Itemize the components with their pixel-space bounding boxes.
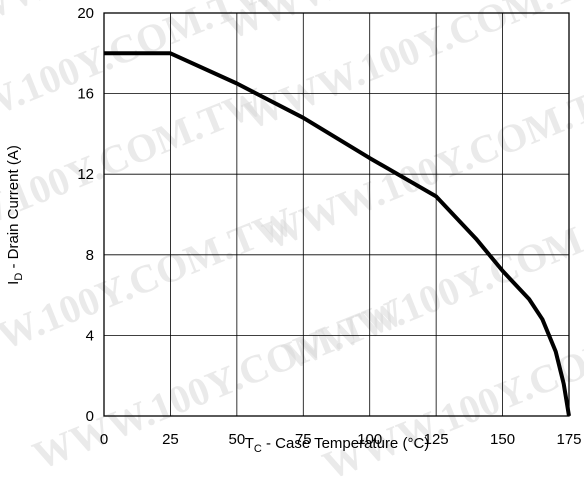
x-tick-label: 100 [357, 431, 382, 448]
y-tick-label: 12 [77, 166, 94, 183]
y-tick-labels: 0 4 8 12 16 20 [77, 5, 94, 425]
y-tick-label: 0 [86, 408, 94, 425]
plot-frame [103, 12, 570, 417]
x-tick-label: 125 [424, 431, 449, 448]
x-tick-label: 0 [100, 431, 108, 448]
series-line [104, 51, 571, 417]
x-axis-label: TC - Case Temperature (°C) [245, 435, 430, 455]
y-axis-label: ID - Drain Current (A) [5, 145, 25, 285]
y-tick-label: 20 [77, 5, 94, 22]
y-tick-label: 8 [86, 247, 94, 264]
x-tick-label: 150 [490, 431, 515, 448]
x-tick-label: 25 [162, 431, 179, 448]
x-tick-label: 75 [295, 431, 312, 448]
x-tick-labels: 0 25 50 75 100 125 150 175 [100, 431, 582, 448]
y-tick-label: 4 [86, 327, 94, 344]
x-tick-label: 175 [556, 431, 581, 448]
y-tick-label: 16 [77, 86, 94, 103]
x-tick-label: 50 [229, 431, 246, 448]
